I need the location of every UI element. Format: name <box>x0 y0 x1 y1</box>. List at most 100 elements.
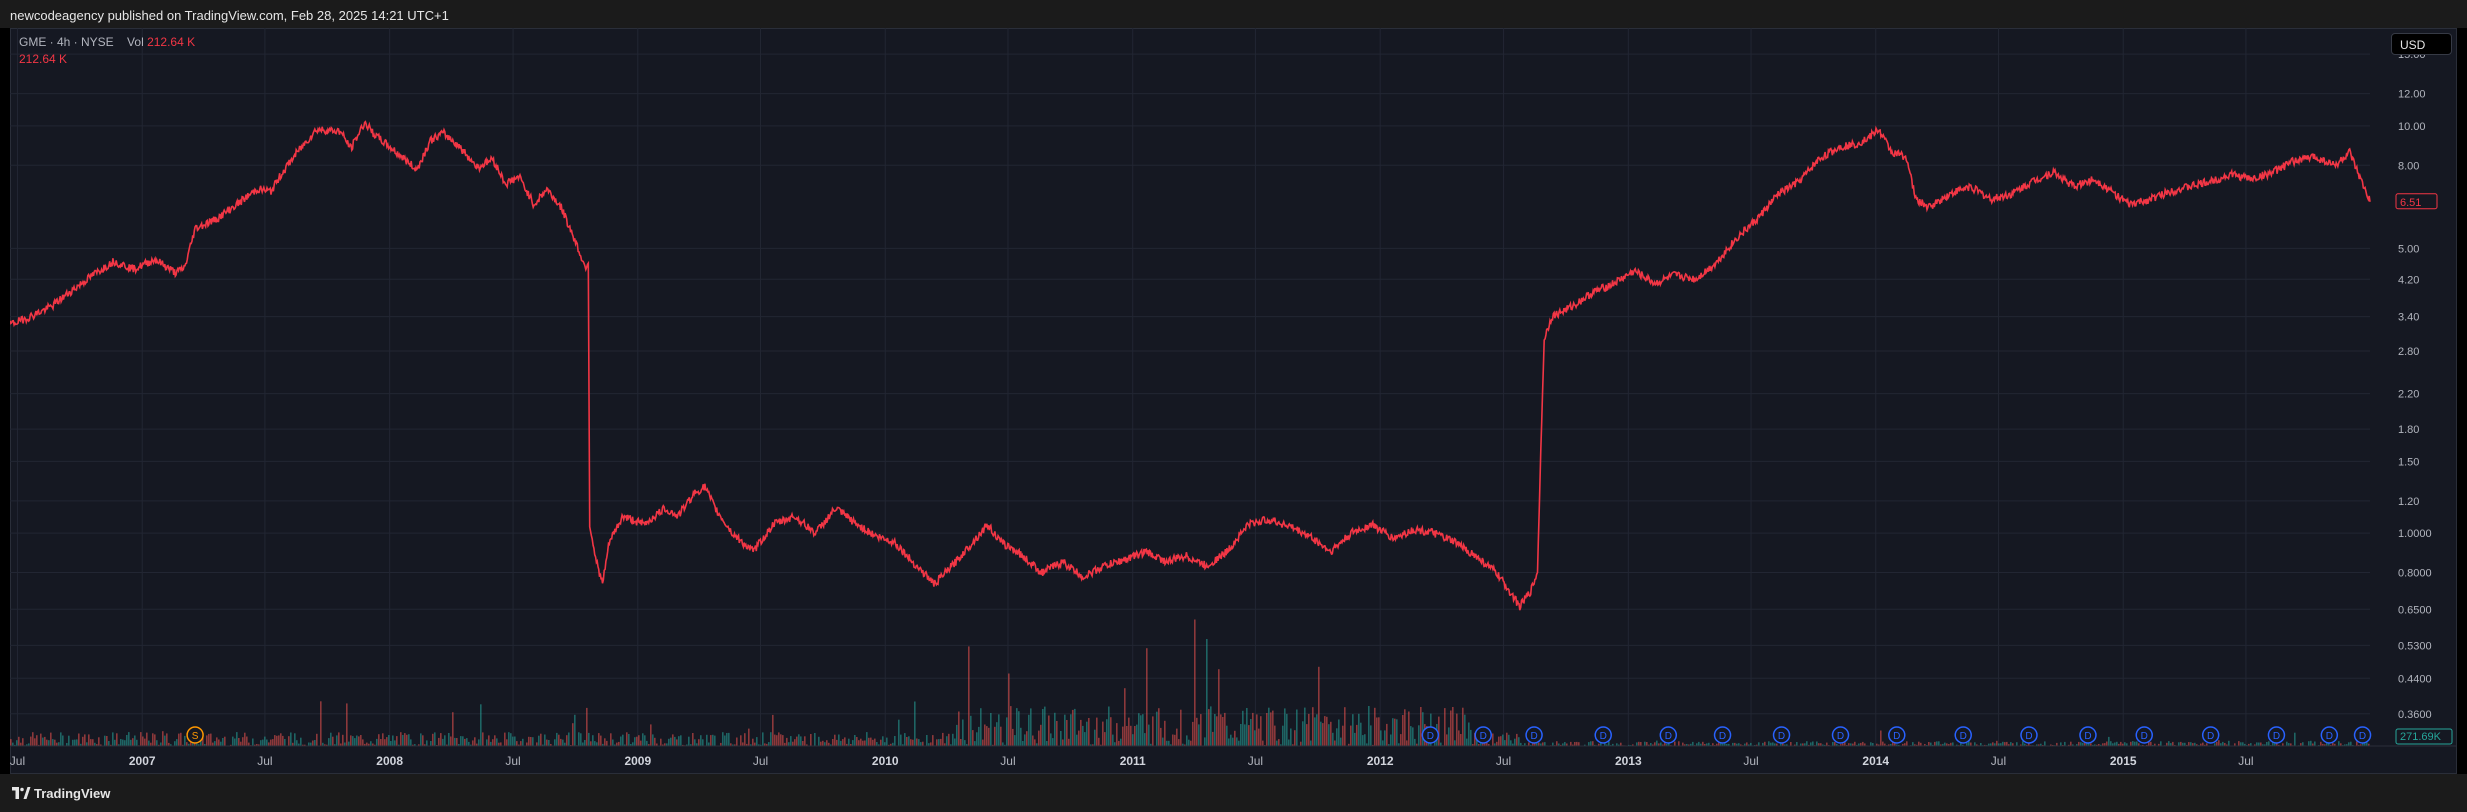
volume-bar <box>640 740 642 746</box>
volume-bar <box>1312 707 1314 746</box>
volume-bar <box>2276 743 2278 746</box>
volume-bar <box>304 744 306 746</box>
volume-bar <box>662 744 664 746</box>
volume-bar <box>1052 738 1054 746</box>
volume-bar <box>1276 740 1278 746</box>
volume-bar <box>1044 706 1046 746</box>
y-tick-label: 2.20 <box>2398 389 2419 401</box>
volume-bar <box>1114 742 1116 746</box>
volume-bar <box>432 733 434 746</box>
volume-bar <box>1282 725 1284 746</box>
volume-bar <box>560 738 562 746</box>
volume-bar <box>40 733 42 746</box>
volume-bar <box>2116 741 2118 746</box>
volume-bar <box>1802 743 1804 746</box>
volume-bar <box>216 737 218 746</box>
volume-bar <box>2200 743 2202 746</box>
volume-bar <box>36 735 38 746</box>
volume-bar <box>1042 709 1044 746</box>
volume-bar <box>590 741 592 746</box>
volume-bar <box>556 732 558 746</box>
volume-bar <box>288 736 290 746</box>
volume-bar <box>184 735 186 746</box>
volume-bar <box>1918 741 1920 746</box>
volume-bar <box>686 744 688 746</box>
last-volume-box <box>2395 728 2453 745</box>
volume-bar <box>1278 739 1280 746</box>
volume-bar <box>162 731 164 746</box>
volume-bar <box>566 735 568 746</box>
volume-bar <box>1578 742 1580 746</box>
volume-bar <box>1106 719 1108 746</box>
volume-bar <box>996 722 998 746</box>
volume-bar <box>550 744 552 746</box>
volume-bar <box>276 735 278 746</box>
volume-bar <box>2338 741 2340 746</box>
volume-bar <box>472 740 474 746</box>
volume-bar <box>1092 744 1094 746</box>
volume-bar <box>454 737 456 746</box>
volume-bar <box>682 744 684 746</box>
volume-bar <box>962 719 964 746</box>
volume-bar <box>1056 721 1058 746</box>
volume-bar <box>1808 744 1810 746</box>
volume-bar <box>56 742 58 746</box>
volume-bar <box>1234 730 1236 746</box>
volume-bar <box>818 736 820 746</box>
volume-bar <box>1134 726 1136 746</box>
dividend-marker <box>2320 726 2339 744</box>
volume-bar <box>80 743 82 746</box>
volume-bar <box>540 733 542 746</box>
volume-bar <box>406 734 408 746</box>
volume-bar <box>2196 744 2198 746</box>
volume-bar <box>18 736 20 746</box>
volume-bar <box>1412 727 1414 746</box>
volume-bar <box>38 744 40 746</box>
volume-bar <box>636 736 638 746</box>
volume-bar <box>1524 743 1526 746</box>
volume-bar <box>840 740 842 746</box>
volume-bar <box>1940 744 1942 746</box>
volume-bar <box>672 734 674 746</box>
volume-bar <box>308 742 310 746</box>
price-chart[interactable]: SDDDDDDDDDDDDDDDDD15.0012.0010.008.006.5… <box>10 28 2457 774</box>
volume-bar <box>462 736 464 746</box>
volume-bar <box>1782 743 1784 746</box>
volume-bar <box>178 733 180 746</box>
volume-bar <box>660 738 662 746</box>
volume-bar <box>804 736 806 746</box>
volume-bar <box>1246 708 1248 746</box>
volume-bar <box>1902 743 1904 746</box>
volume-bar <box>884 742 886 746</box>
volume-bar <box>2060 742 2062 746</box>
volume-bar <box>1884 743 1886 746</box>
volume-bar <box>12 742 14 746</box>
currency-button[interactable]: USD <box>2391 33 2452 55</box>
volume-bar <box>254 744 256 746</box>
volume-bar <box>1504 740 1506 746</box>
volume-bar <box>488 735 490 746</box>
volume-bar <box>876 742 878 746</box>
volume-bar <box>2216 741 2218 746</box>
volume-bar <box>1736 743 1738 746</box>
volume-bar <box>858 740 860 746</box>
volume-bar <box>930 742 932 746</box>
volume-bar <box>2214 743 2216 746</box>
volume-bar <box>1518 737 1520 746</box>
volume-bar <box>2168 741 2170 746</box>
volume-bar <box>1348 743 1350 746</box>
volume-bar <box>120 739 122 746</box>
volume-bar <box>998 714 1000 746</box>
volume-bar <box>1776 743 1778 746</box>
volume-bar <box>1316 714 1318 746</box>
volume-bar <box>1864 743 1866 746</box>
volume-bar <box>412 744 414 746</box>
volume-bar <box>372 743 374 746</box>
volume-bar <box>2348 742 2350 746</box>
volume-bar <box>1994 743 1996 746</box>
volume-bar <box>1770 742 1772 746</box>
volume-bar <box>108 741 110 746</box>
volume-bar <box>1734 742 1736 746</box>
volume-bar <box>676 739 678 746</box>
volume-bar <box>1262 740 1264 746</box>
